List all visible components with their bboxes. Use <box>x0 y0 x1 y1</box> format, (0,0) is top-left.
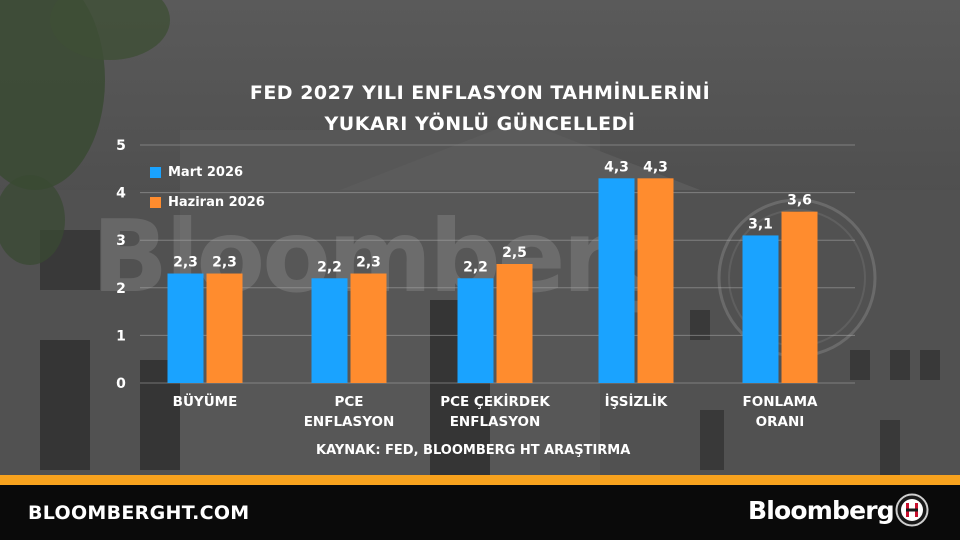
bloomberg-ht-logo-icon <box>895 493 929 527</box>
data-label-series-2: 3,6 <box>787 193 812 209</box>
data-label-series-2: 4,3 <box>643 159 668 175</box>
x-tick-label-line: PCE <box>334 394 364 410</box>
data-label-series-2: 2,5 <box>502 245 527 261</box>
y-tick-label: 5 <box>116 138 126 154</box>
x-tick-label: PCE ENFLASYON <box>274 392 424 432</box>
x-tick-label-line: PCE ÇEKİRDEK <box>440 394 550 410</box>
legend-swatch-series-1 <box>150 167 161 178</box>
chart-title-line-1: FED 2027 YILI ENFLASYON TAHMİNLERİNİ <box>249 82 711 104</box>
chart-title-line-2: YUKARI YÖNLÜ GÜNCELLEDİ <box>324 113 636 135</box>
bar-series-1 <box>598 178 635 383</box>
legend-swatch-series-2 <box>150 197 161 208</box>
bar-series-1 <box>167 273 204 383</box>
bar-series-2 <box>496 264 533 383</box>
y-tick-label: 2 <box>116 281 126 297</box>
legend-item-series-1: Mart 2026 <box>150 165 243 180</box>
data-label-series-1: 2,2 <box>317 259 342 275</box>
y-tick-label: 1 <box>116 328 126 344</box>
chart-plot: 0 1 2 3 4 5 2,3 2,3 2,2 2,3 2,2 2,5 4,3 4,3 3,1 3,6 <box>116 138 855 392</box>
data-label-series-1: 2,3 <box>173 255 198 271</box>
data-label-series-2: 2,3 <box>356 255 381 271</box>
x-tick-label-line: ENFLASYON <box>449 414 541 430</box>
bar-series-2 <box>350 273 387 383</box>
legend-label-series-2: Haziran 2026 <box>168 195 265 210</box>
bar-series-1 <box>311 278 348 383</box>
bar-series-1 <box>742 235 779 383</box>
x-tick-label-line: ORANI <box>755 414 805 430</box>
bar-series-2 <box>206 273 243 383</box>
y-tick-label: 0 <box>116 376 126 392</box>
x-tick-label-line: ENFLASYON <box>303 414 395 430</box>
data-label-series-2: 2,3 <box>212 255 237 271</box>
legend-item-series-2: Haziran 2026 <box>150 195 265 210</box>
footer-brand: Bloomberg <box>748 496 895 525</box>
source-note: KAYNAK: FED, BLOOMBERG HT ARAŞTIRMA <box>316 443 631 458</box>
x-tick-label: İŞSİZLİK <box>561 392 711 412</box>
legend-label-series-1: Mart 2026 <box>168 165 244 180</box>
data-label-series-1: 3,1 <box>748 216 773 232</box>
x-tick-label-line: FONLAMA <box>742 394 818 410</box>
footer-site-url[interactable]: BLOOMBERGHT.COM <box>28 502 250 524</box>
x-tick-label: PCE ÇEKİRDEK ENFLASYON <box>420 392 570 432</box>
bar-series-2 <box>637 178 674 383</box>
bar-series-1 <box>457 278 494 383</box>
x-tick-label: FONLAMA ORANI <box>705 392 855 432</box>
y-tick-label: 4 <box>116 186 126 202</box>
data-label-series-1: 4,3 <box>604 159 629 175</box>
footer-bar: BLOOMBERGHT.COM Bloomberg <box>0 485 960 540</box>
x-tick-label-line: İŞSİZLİK <box>604 394 668 410</box>
bar-series-2 <box>781 211 818 383</box>
x-tick-label-line: BÜYÜME <box>172 394 238 410</box>
accent-stripe <box>0 475 960 485</box>
data-label-series-1: 2,2 <box>463 259 488 275</box>
x-tick-label: BÜYÜME <box>130 392 280 412</box>
y-tick-label: 3 <box>116 233 126 249</box>
